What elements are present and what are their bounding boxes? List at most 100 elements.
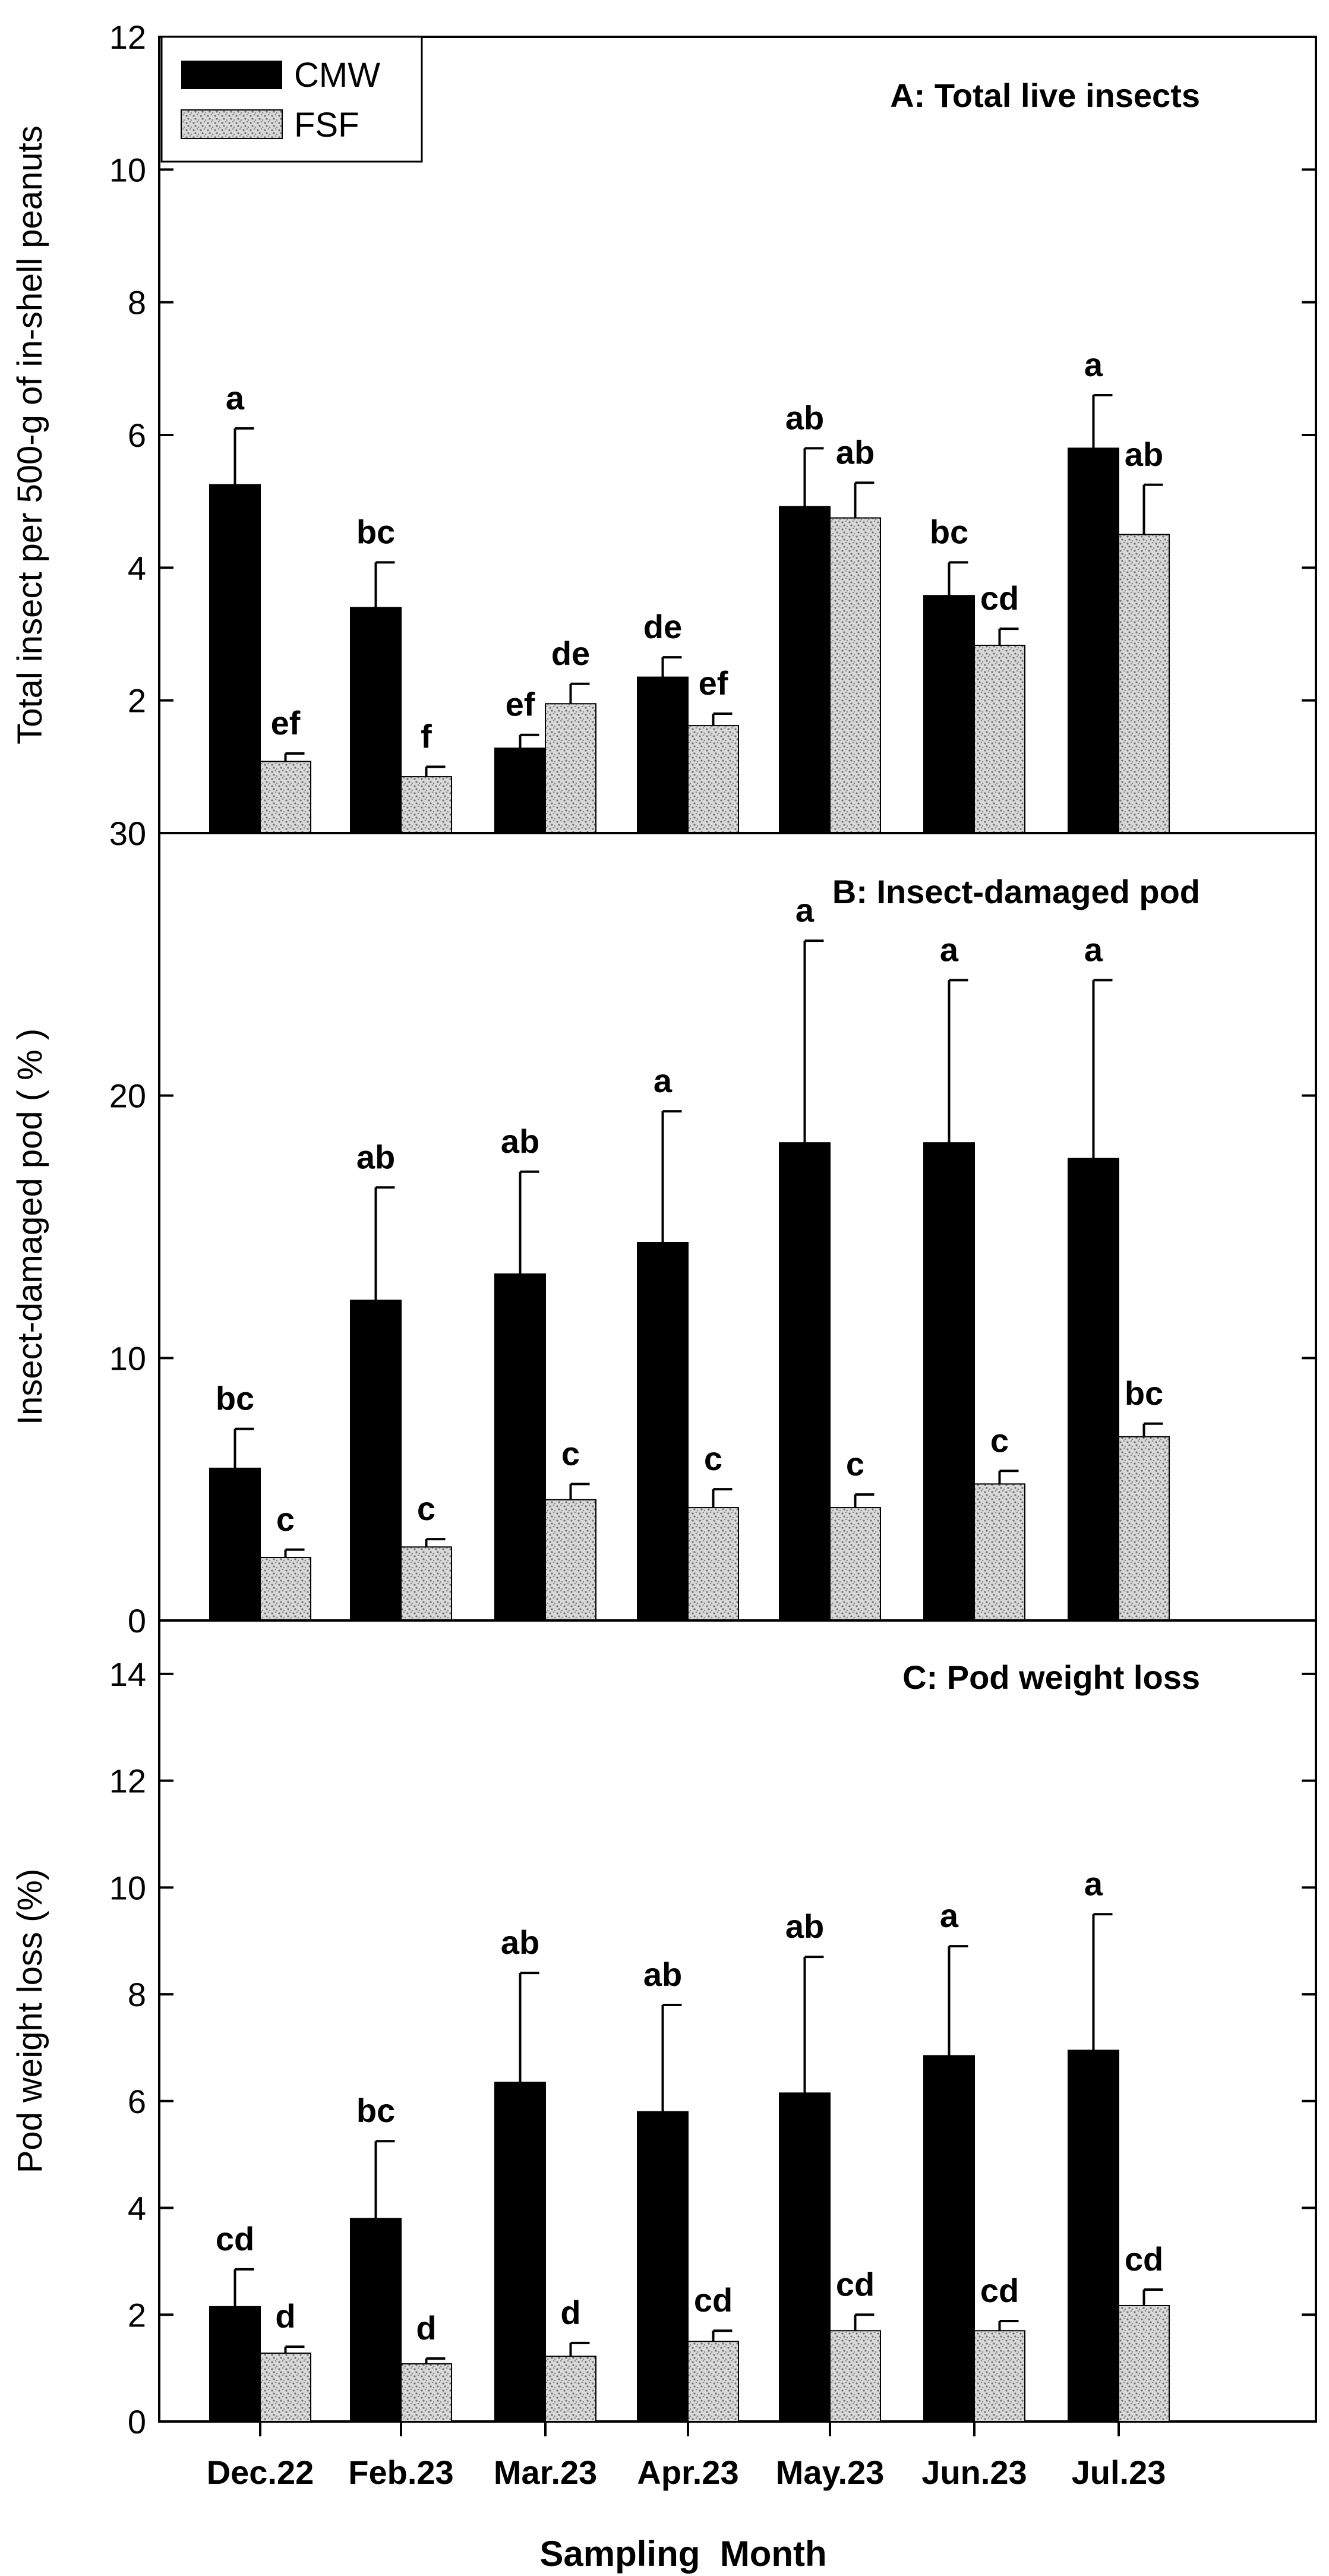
x-tick-label: Feb.23 [348, 2454, 453, 2491]
panel-c: 0 2 4 6 8 10 12 14 Pod weight loss (%) C: Pod wei… [11, 1619, 1317, 2441]
significance-letter: bc [1125, 1374, 1163, 1412]
significance-letter: c [846, 1445, 864, 1483]
legend-swatch-fsf [181, 109, 283, 139]
significance-letter: f [421, 717, 432, 755]
bar-cmw-may-23 [779, 506, 831, 834]
bar-fsf-feb-23 [400, 2363, 452, 2423]
significance-letter: cd [836, 2265, 875, 2303]
bar-fsf-may-23 [829, 2330, 881, 2422]
y-tick-label: 12 [109, 18, 146, 56]
x-tick-label: May.23 [776, 2454, 885, 2491]
significance-letter: a [1084, 931, 1103, 968]
x-tick-label: Jul.23 [1072, 2454, 1166, 2491]
y-tick-label: 10 [109, 1869, 146, 1906]
significance-letter: ab [643, 1956, 682, 1993]
significance-letter: a [940, 931, 959, 968]
bar-cmw-mar-23 [494, 1273, 546, 1621]
bar-fsf-may-23 [829, 1507, 881, 1621]
y-tick-label: 20 [109, 1077, 146, 1115]
significance-letter: c [561, 1434, 580, 1472]
bar-fsf-jun-23 [974, 2330, 1025, 2422]
bar-fsf-dec-22 [260, 2352, 311, 2423]
legend-label-fsf: FSF [294, 106, 359, 144]
significance-letter: bc [216, 1380, 254, 1417]
bar-cmw-jun-23 [923, 595, 975, 834]
bar-cmw-may-23 [779, 2092, 831, 2423]
significance-letter: ab [785, 1907, 824, 1945]
bar-fsf-feb-23 [400, 1546, 452, 1621]
bar-cmw-mar-23 [494, 748, 546, 834]
significance-letter: ef [699, 664, 728, 702]
y-tick-label: 10 [109, 151, 146, 188]
panel-title: A: Total live insects [890, 77, 1200, 114]
y-tick-label: 4 [128, 549, 146, 587]
bar-fsf-jul-23 [1118, 534, 1170, 834]
bar-fsf-apr-23 [687, 725, 739, 834]
significance-letter: bc [930, 513, 968, 550]
significance-letter: c [276, 1500, 295, 1538]
legend-label-cmw: CMW [294, 56, 380, 94]
x-category-labels: Dec.22 Feb.23 Mar.23 Apr.23 May.23 Jun.23 Jul.… [207, 2421, 1166, 2491]
significance-letter: cd [980, 579, 1019, 617]
significance-letter: ab [501, 1924, 539, 1961]
bar-cmw-feb-23 [350, 607, 402, 834]
bar-cmw-jul-23 [1068, 2050, 1119, 2423]
y-tick-label: 8 [128, 284, 146, 321]
y-tick-label: 8 [128, 1976, 146, 2013]
significance-letter: a [1084, 346, 1103, 383]
significance-letter: cd [980, 2272, 1019, 2309]
bar-cmw-jun-23 [923, 1142, 975, 1621]
significance-letter: cd [694, 2281, 733, 2319]
y-tick-label: 0 [128, 2403, 146, 2441]
y-tick-label: 2 [128, 2296, 146, 2334]
significance-letter: ab [785, 399, 824, 436]
significance-letter: ab [836, 433, 875, 471]
significance-letter: a [795, 891, 815, 929]
y-tick-label: 6 [128, 417, 146, 454]
significance-letter: de [643, 608, 682, 645]
significance-letter: a [1084, 1865, 1103, 1902]
y-tick-label: 6 [128, 2083, 146, 2120]
panel-a: 0 2 4 6 8 10 12 Total insect per 500-g of in-sh… [11, 18, 1317, 852]
bar-cmw-jul-23 [1068, 447, 1119, 834]
x-tick-label: Apr.23 [637, 2454, 738, 2491]
significance-letter: d [275, 2297, 295, 2335]
bar-fsf-jun-23 [974, 1483, 1025, 1621]
x-axis-title: Sampling Month [539, 2534, 826, 2574]
significance-letter: ab [1125, 436, 1163, 473]
significance-letter: c [990, 1421, 1009, 1459]
legend-swatch-cmw [181, 61, 282, 89]
bar-fsf-mar-23 [545, 1499, 596, 1621]
y-axis-label: Total insect per 500-g of in-shell peanu… [11, 125, 49, 744]
bar-fsf-apr-23 [687, 2341, 739, 2422]
bar-fsf-mar-23 [545, 2356, 596, 2422]
bar-cmw-jul-23 [1068, 1158, 1119, 1621]
significance-letter: c [417, 1490, 435, 1527]
bar-fsf-jun-23 [974, 644, 1025, 834]
y-tick-label: 14 [109, 1656, 146, 1693]
x-tick-label: Jun.23 [921, 2454, 1027, 2491]
significance-letter: bc [356, 513, 395, 550]
bar-cmw-feb-23 [350, 1300, 402, 1622]
y-tick-label: 0 [128, 815, 146, 852]
bar-fsf-apr-23 [687, 1507, 739, 1621]
significance-letter: a [654, 1062, 673, 1099]
y-tick-label: 12 [109, 1762, 146, 1800]
panel-title: B: Insect-damaged pod [832, 873, 1200, 910]
bar-cmw-dec-22 [209, 2306, 261, 2422]
significance-letter: d [560, 2294, 580, 2331]
bar-fsf-jul-23 [1118, 2304, 1170, 2422]
legend-box [160, 36, 423, 163]
significance-letter: ef [271, 704, 301, 742]
bar-cmw-apr-23 [637, 2111, 689, 2423]
panels-layer: 0 2 4 6 8 10 12 Total insect per 500-g of in-sh… [11, 18, 1317, 2441]
panel-b: 0 10 20 30 Insect-damaged pod ( % ) B: Insect… [11, 815, 1317, 1639]
bar-fsf-may-23 [829, 517, 881, 834]
y-tick-label: 2 [128, 682, 146, 720]
y-axis-label: Pod weight loss (%) [11, 1869, 49, 2174]
bar-cmw-feb-23 [350, 2218, 402, 2422]
y-axis-label: Insect-damaged pod ( % ) [11, 1029, 49, 1425]
bar-fsf-feb-23 [400, 776, 452, 834]
y-tick-label: 4 [128, 2190, 146, 2227]
bar-cmw-mar-23 [494, 2082, 546, 2422]
